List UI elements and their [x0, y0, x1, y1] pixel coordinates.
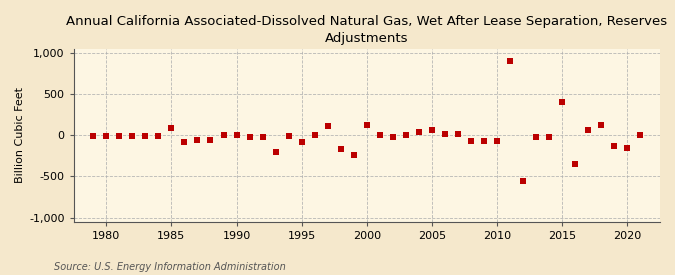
Point [153, 134, 164, 138]
Point [544, 134, 555, 139]
Point [609, 144, 620, 149]
Point [479, 139, 489, 143]
Point [400, 132, 411, 137]
Point [453, 132, 464, 136]
Point [335, 147, 346, 151]
Point [296, 140, 307, 144]
Point [257, 135, 268, 140]
Point [88, 134, 99, 138]
Title: Annual California Associated-Dissolved Natural Gas, Wet After Lease Separation, : Annual California Associated-Dissolved N… [66, 15, 668, 45]
Point [127, 134, 138, 138]
Point [622, 146, 633, 150]
Point [179, 139, 190, 144]
Point [101, 134, 111, 138]
Point [570, 161, 580, 166]
Point [231, 132, 242, 137]
Point [596, 123, 607, 128]
Point [192, 138, 203, 142]
Point [491, 139, 502, 143]
Y-axis label: Billion Cubic Feet: Billion Cubic Feet [15, 87, 25, 183]
Point [466, 139, 477, 143]
Point [140, 134, 151, 138]
Point [361, 122, 372, 127]
Point [414, 130, 425, 135]
Point [557, 100, 568, 104]
Point [244, 135, 255, 139]
Point [114, 134, 125, 138]
Point [270, 150, 281, 154]
Point [439, 132, 450, 136]
Point [531, 135, 541, 140]
Point [635, 132, 646, 137]
Point [284, 134, 294, 138]
Point [166, 126, 177, 130]
Point [583, 127, 594, 132]
Point [323, 124, 333, 128]
Point [387, 134, 398, 139]
Point [218, 133, 229, 137]
Point [375, 132, 385, 137]
Point [309, 133, 320, 137]
Point [348, 153, 359, 157]
Point [518, 179, 529, 184]
Point [427, 127, 437, 132]
Point [205, 138, 216, 142]
Text: Source: U.S. Energy Information Administration: Source: U.S. Energy Information Administ… [54, 262, 286, 272]
Point [505, 59, 516, 64]
